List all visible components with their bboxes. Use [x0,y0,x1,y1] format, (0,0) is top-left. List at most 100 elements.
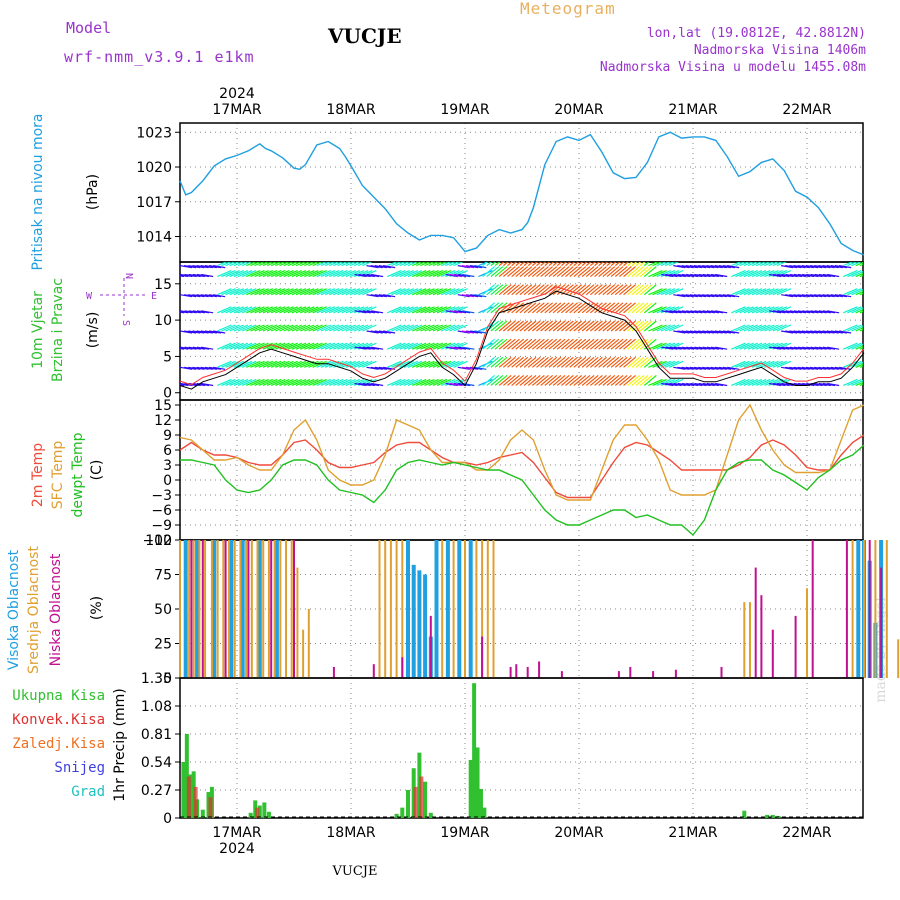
wind-barb [237,262,249,267]
wind-barb [830,265,843,269]
wind-barb [511,302,525,314]
wind-barb [449,273,462,278]
wind-barb [747,378,763,387]
wind-barb [283,324,298,332]
wind-barb [515,284,529,296]
wind-barb [785,346,798,350]
wind-barb [665,346,678,350]
wind-barb [610,302,624,314]
cloud-bar [240,540,245,678]
precip-bar [248,812,253,818]
station-title: VUCJE [327,24,402,48]
wind-barb [834,265,848,269]
wind-barb [291,378,307,387]
wind-barb [755,324,771,332]
cloud-bar [270,540,273,678]
wind-barb [424,288,439,296]
wind-barb [710,346,724,350]
wind-barb [822,265,835,269]
wind-barb [565,320,578,332]
wind-barb [241,269,257,278]
wind-barb [403,306,419,314]
wind-barb [590,356,603,368]
model-label: Model [66,19,111,37]
cloud-bar [247,540,250,678]
wind-barb [556,284,570,296]
wind-barb [511,284,525,296]
wind-barb [827,310,840,314]
wind-barb [320,269,336,278]
wind-barb [810,366,823,370]
wind-barb [449,346,462,350]
wind-barb [855,309,863,314]
wind-barb [258,262,269,267]
wind-barb [673,265,686,269]
wind-barb [440,269,456,278]
wind-barb [507,262,513,267]
wind-barb [594,320,607,332]
wind-barb [200,366,213,370]
wind-barb [411,288,427,296]
wind-barb [221,342,236,350]
compass-east: E [151,291,157,302]
wind-barb [743,378,759,387]
wind-barb [494,262,501,267]
wind-barb [445,310,458,314]
precip-bar [419,776,424,818]
cloud-bar [384,540,387,678]
wind-barb [693,330,707,334]
temp2m-label: 2m Temp [30,443,46,507]
wind-barb [694,273,707,278]
wind-barb [731,324,746,332]
cloud-bar [239,540,242,678]
wind-barb [316,269,332,278]
wind-barb [619,375,632,386]
wind-barb [221,378,236,387]
wind-barb [378,330,392,334]
wind-barb [610,338,624,350]
wind-barb [747,306,763,314]
wind-barb [519,375,533,386]
wind-barb [805,330,819,334]
wind-barb [627,262,634,267]
wind-barb [527,266,541,277]
wind-barb [855,262,863,267]
wind-barb [780,366,794,370]
precip-bar [765,814,770,818]
wind-barb [631,356,645,368]
wind-barb [793,346,807,350]
wind-barb [764,378,779,387]
wind-barb [722,330,736,334]
wind-barb [639,266,653,277]
y-tick-label: 1014 [136,230,172,246]
wind-barb [639,356,653,368]
wind-barb [295,288,311,296]
wind-barb [590,375,603,386]
wind-gust-line [179,286,865,386]
wind-barb [789,294,802,298]
wind-barb [822,330,835,334]
wind-barb [764,288,779,296]
cloud-bar [811,540,814,678]
cloud-bar [190,540,193,678]
wind-barb [304,324,319,332]
wind-barb [602,266,616,277]
wind-barb [606,320,620,332]
wind-barb [279,306,294,314]
wind-barb [731,342,746,350]
wind-barb [702,294,715,298]
wind-barb [316,378,332,387]
wind-barb [237,324,253,332]
wind-barb [727,265,740,269]
wind-barb [353,324,369,332]
wind-barb [304,262,315,267]
wind-barb [855,381,863,387]
wind-barb [395,262,406,267]
wind-barb [627,338,641,350]
wind-barb [548,338,562,350]
wind-barb [188,346,201,350]
cloud-bar [285,540,288,678]
wind-barb [349,262,360,267]
wind-barb [270,324,286,332]
wind-barb [399,288,414,296]
